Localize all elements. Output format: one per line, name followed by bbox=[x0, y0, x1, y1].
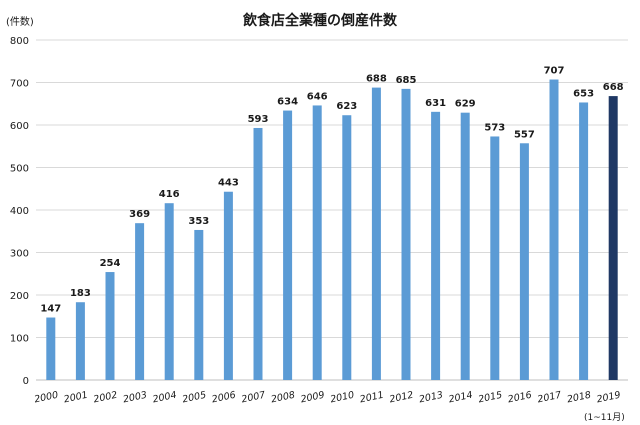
bar bbox=[46, 317, 56, 380]
bar bbox=[371, 87, 381, 380]
data-label: 653 bbox=[573, 88, 594, 99]
y-tick-label: 300 bbox=[10, 249, 29, 260]
bar bbox=[401, 88, 411, 380]
x-tick-label: 2005 bbox=[181, 390, 207, 406]
bar bbox=[164, 203, 174, 380]
x-tick-label: 2016 bbox=[507, 390, 533, 406]
y-tick-label: 0 bbox=[23, 376, 29, 387]
data-label: 369 bbox=[129, 209, 150, 220]
data-label: 254 bbox=[100, 258, 121, 269]
data-label: 707 bbox=[544, 66, 565, 77]
data-label: 631 bbox=[425, 98, 446, 109]
bar bbox=[519, 143, 529, 380]
x-tick-label: 2014 bbox=[448, 390, 474, 406]
bar bbox=[75, 302, 85, 380]
data-label: 353 bbox=[188, 216, 209, 227]
y-tick-label: 600 bbox=[10, 121, 29, 132]
x-tick-label: 2018 bbox=[566, 390, 592, 406]
data-label: 443 bbox=[218, 178, 239, 189]
y-tick-label: 500 bbox=[10, 164, 29, 175]
x-tick-label: 2002 bbox=[93, 390, 119, 406]
bar bbox=[223, 191, 233, 380]
x-tick-label: 2007 bbox=[241, 390, 267, 406]
data-label: 685 bbox=[396, 75, 417, 86]
x-tick-label: 2006 bbox=[211, 390, 237, 406]
x-tick-label: 2011 bbox=[359, 390, 385, 406]
chart-title: 飲食店全業種の倒産件数 bbox=[243, 13, 397, 29]
data-label: 593 bbox=[248, 114, 269, 125]
bar bbox=[608, 96, 618, 380]
x-tick-label: 2004 bbox=[152, 390, 178, 406]
x-tick-label: 2003 bbox=[122, 390, 148, 406]
x-tick-label: 2013 bbox=[418, 390, 444, 406]
x-tick-label: 2015 bbox=[477, 390, 503, 406]
data-label: 634 bbox=[277, 97, 298, 108]
data-label: 183 bbox=[70, 288, 91, 299]
y-tick-label: 400 bbox=[10, 206, 29, 217]
y-tick-label: 800 bbox=[10, 36, 29, 47]
bar bbox=[194, 229, 204, 380]
data-label: 573 bbox=[484, 122, 505, 133]
data-label: 668 bbox=[603, 82, 624, 93]
y-tick-label: 700 bbox=[10, 79, 29, 90]
bar bbox=[342, 115, 352, 380]
data-label: 629 bbox=[455, 99, 476, 110]
x-tick-label: 2019 bbox=[596, 390, 622, 406]
x-tick-label: 2001 bbox=[63, 390, 89, 406]
data-label: 688 bbox=[366, 74, 387, 85]
bar bbox=[283, 110, 293, 381]
y-axis-unit-label: (件数) bbox=[6, 17, 34, 28]
y-tick-label: 200 bbox=[10, 291, 29, 302]
bar bbox=[135, 223, 145, 380]
data-label: 623 bbox=[336, 101, 357, 112]
bar bbox=[431, 111, 441, 380]
x-tick-label: 2008 bbox=[270, 390, 296, 406]
period-note: (1~11月) bbox=[584, 413, 625, 423]
x-tick-label: 2017 bbox=[537, 390, 563, 406]
x-tick-label: 2009 bbox=[300, 390, 326, 406]
bar bbox=[460, 112, 470, 381]
data-label: 646 bbox=[307, 91, 328, 102]
data-label: 416 bbox=[159, 189, 180, 200]
data-label: 557 bbox=[514, 129, 535, 140]
data-label: 147 bbox=[40, 304, 61, 315]
bar bbox=[105, 272, 115, 380]
x-tick-label: 2000 bbox=[33, 390, 59, 406]
bar bbox=[490, 136, 500, 380]
y-tick-label: 100 bbox=[10, 334, 29, 345]
x-tick-label: 2010 bbox=[329, 390, 355, 406]
bar bbox=[312, 105, 322, 380]
x-tick-label: 2012 bbox=[389, 390, 415, 406]
bar bbox=[579, 102, 589, 380]
bar bbox=[253, 127, 263, 380]
bar bbox=[549, 79, 559, 381]
